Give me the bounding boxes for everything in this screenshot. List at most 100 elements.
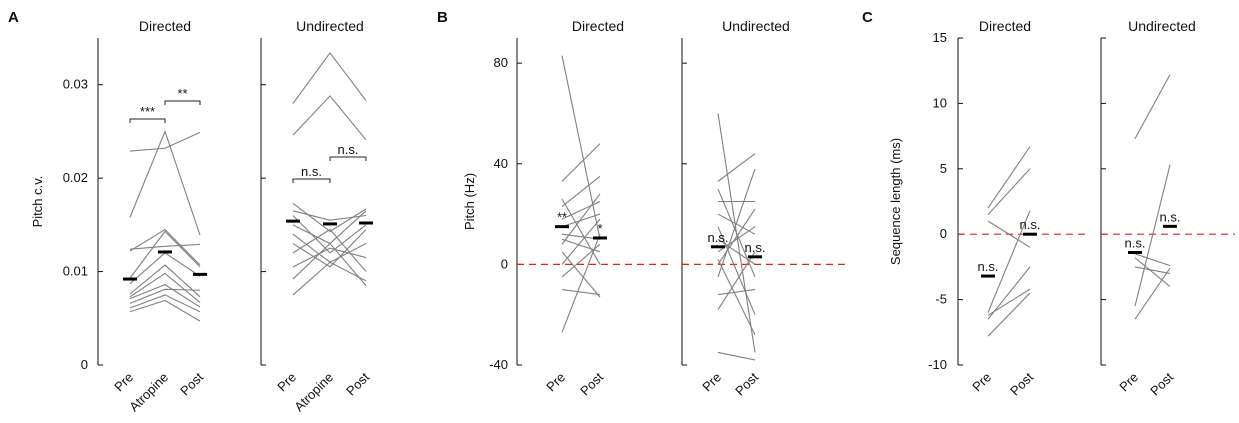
significance-label: ** xyxy=(557,210,567,225)
y-axis-label: Sequence length (ms) xyxy=(888,138,903,265)
y-axis-label: Pitch c.v. xyxy=(30,176,45,228)
x-tick-label: Post xyxy=(1147,369,1176,398)
subject-line xyxy=(717,168,756,278)
x-tick-label: Pre xyxy=(1116,370,1141,395)
y-tick-label: -5 xyxy=(935,292,947,307)
subject-line xyxy=(561,193,601,245)
subplot-title: Directed xyxy=(139,18,191,34)
subject-line xyxy=(292,202,367,233)
subject-line xyxy=(1134,164,1171,307)
subject-line xyxy=(1134,257,1171,287)
y-tick-label: 0.03 xyxy=(63,77,88,92)
subject-line xyxy=(987,220,1031,248)
significance-label: n.s. xyxy=(1020,217,1041,232)
subject-line xyxy=(561,143,601,182)
subject-line xyxy=(292,52,367,104)
x-tick-label: Post xyxy=(343,369,372,398)
y-tick-label: 10 xyxy=(933,95,947,110)
y-tick-label: 0.01 xyxy=(63,264,88,279)
subject-line xyxy=(292,247,367,268)
subject-line xyxy=(292,228,367,272)
significance-label: n.s. xyxy=(978,259,999,274)
subject-line xyxy=(129,252,201,285)
subject-line xyxy=(987,292,1031,337)
significance-label: n.s. xyxy=(1160,209,1181,224)
x-tick-label: Post xyxy=(177,369,206,398)
y-tick-label: 0.02 xyxy=(63,170,88,185)
subject-line xyxy=(717,259,756,336)
panel-letter: B xyxy=(437,9,448,26)
subject-line xyxy=(561,288,601,296)
subject-line xyxy=(561,175,601,207)
subject-line xyxy=(292,95,367,141)
significance-label: n.s. xyxy=(1125,236,1146,251)
subject-line xyxy=(561,55,601,240)
subject-line xyxy=(987,168,1031,215)
subject-line xyxy=(129,272,201,303)
subject-line xyxy=(129,294,201,313)
subject-line xyxy=(292,215,367,254)
subject-line xyxy=(292,229,367,268)
x-tick-label: Atropine xyxy=(126,370,171,415)
subject-line xyxy=(561,218,601,265)
panel-letter: C xyxy=(862,9,873,26)
significance-label: *** xyxy=(140,104,155,119)
subject-line xyxy=(129,230,201,279)
subplot-title: Directed xyxy=(979,18,1031,34)
subject-line xyxy=(292,210,367,221)
x-tick-label: Post xyxy=(1007,369,1036,398)
subject-line xyxy=(987,210,1031,313)
x-tick-label: Atropine xyxy=(291,370,336,415)
y-axis-label: Pitch (Hz) xyxy=(462,173,477,230)
subject-line xyxy=(717,351,756,361)
subject-line xyxy=(987,146,1031,209)
x-tick-label: Post xyxy=(732,369,761,398)
significance-label: * xyxy=(597,221,602,236)
subject-line xyxy=(987,288,1031,316)
subject-line xyxy=(129,288,201,304)
subject-line xyxy=(717,251,756,310)
x-tick-label: Pre xyxy=(543,370,568,395)
subject-line xyxy=(292,242,367,286)
x-tick-label: Pre xyxy=(699,370,724,395)
subject-line xyxy=(292,261,367,296)
subplot-title: Directed xyxy=(572,18,624,34)
subject-line xyxy=(561,198,601,265)
subject-line xyxy=(561,234,601,333)
y-tick-label: -10 xyxy=(928,357,947,372)
significance-label: n.s. xyxy=(708,230,729,245)
subplot-title: Undirected xyxy=(1128,18,1196,34)
subject-line xyxy=(1134,267,1171,320)
y-tick-label: -40 xyxy=(489,357,508,372)
significance-label: n.s. xyxy=(301,164,322,179)
significance-label: ** xyxy=(177,86,187,101)
subject-line xyxy=(129,284,201,308)
y-tick-label: 80 xyxy=(494,55,508,70)
significance-label: n.s. xyxy=(338,142,359,157)
subplot-title: Undirected xyxy=(296,18,364,34)
panel-letter: A xyxy=(8,9,19,26)
y-tick-label: 5 xyxy=(940,161,947,176)
y-tick-label: 15 xyxy=(933,30,947,45)
subject-line xyxy=(717,153,756,182)
subject-line xyxy=(129,131,201,152)
subject-line xyxy=(1134,253,1171,267)
subplot-title: Undirected xyxy=(722,18,790,34)
subject-line xyxy=(717,238,756,265)
significance-bracket xyxy=(129,118,166,123)
y-tick-label: 40 xyxy=(494,156,508,171)
subject-line xyxy=(1134,266,1171,274)
x-tick-label: Pre xyxy=(969,370,994,395)
x-tick-label: Post xyxy=(577,369,606,398)
subject-line xyxy=(717,226,756,315)
subject-line xyxy=(129,129,201,236)
subject-line xyxy=(129,228,201,266)
x-tick-label: Pre xyxy=(111,370,136,395)
significance-bracket xyxy=(292,178,331,183)
y-tick-label: 0 xyxy=(940,226,947,241)
significance-bracket xyxy=(164,100,201,105)
x-tick-label: Pre xyxy=(274,370,299,395)
y-tick-label: 0 xyxy=(501,256,508,271)
subject-line xyxy=(717,208,756,265)
